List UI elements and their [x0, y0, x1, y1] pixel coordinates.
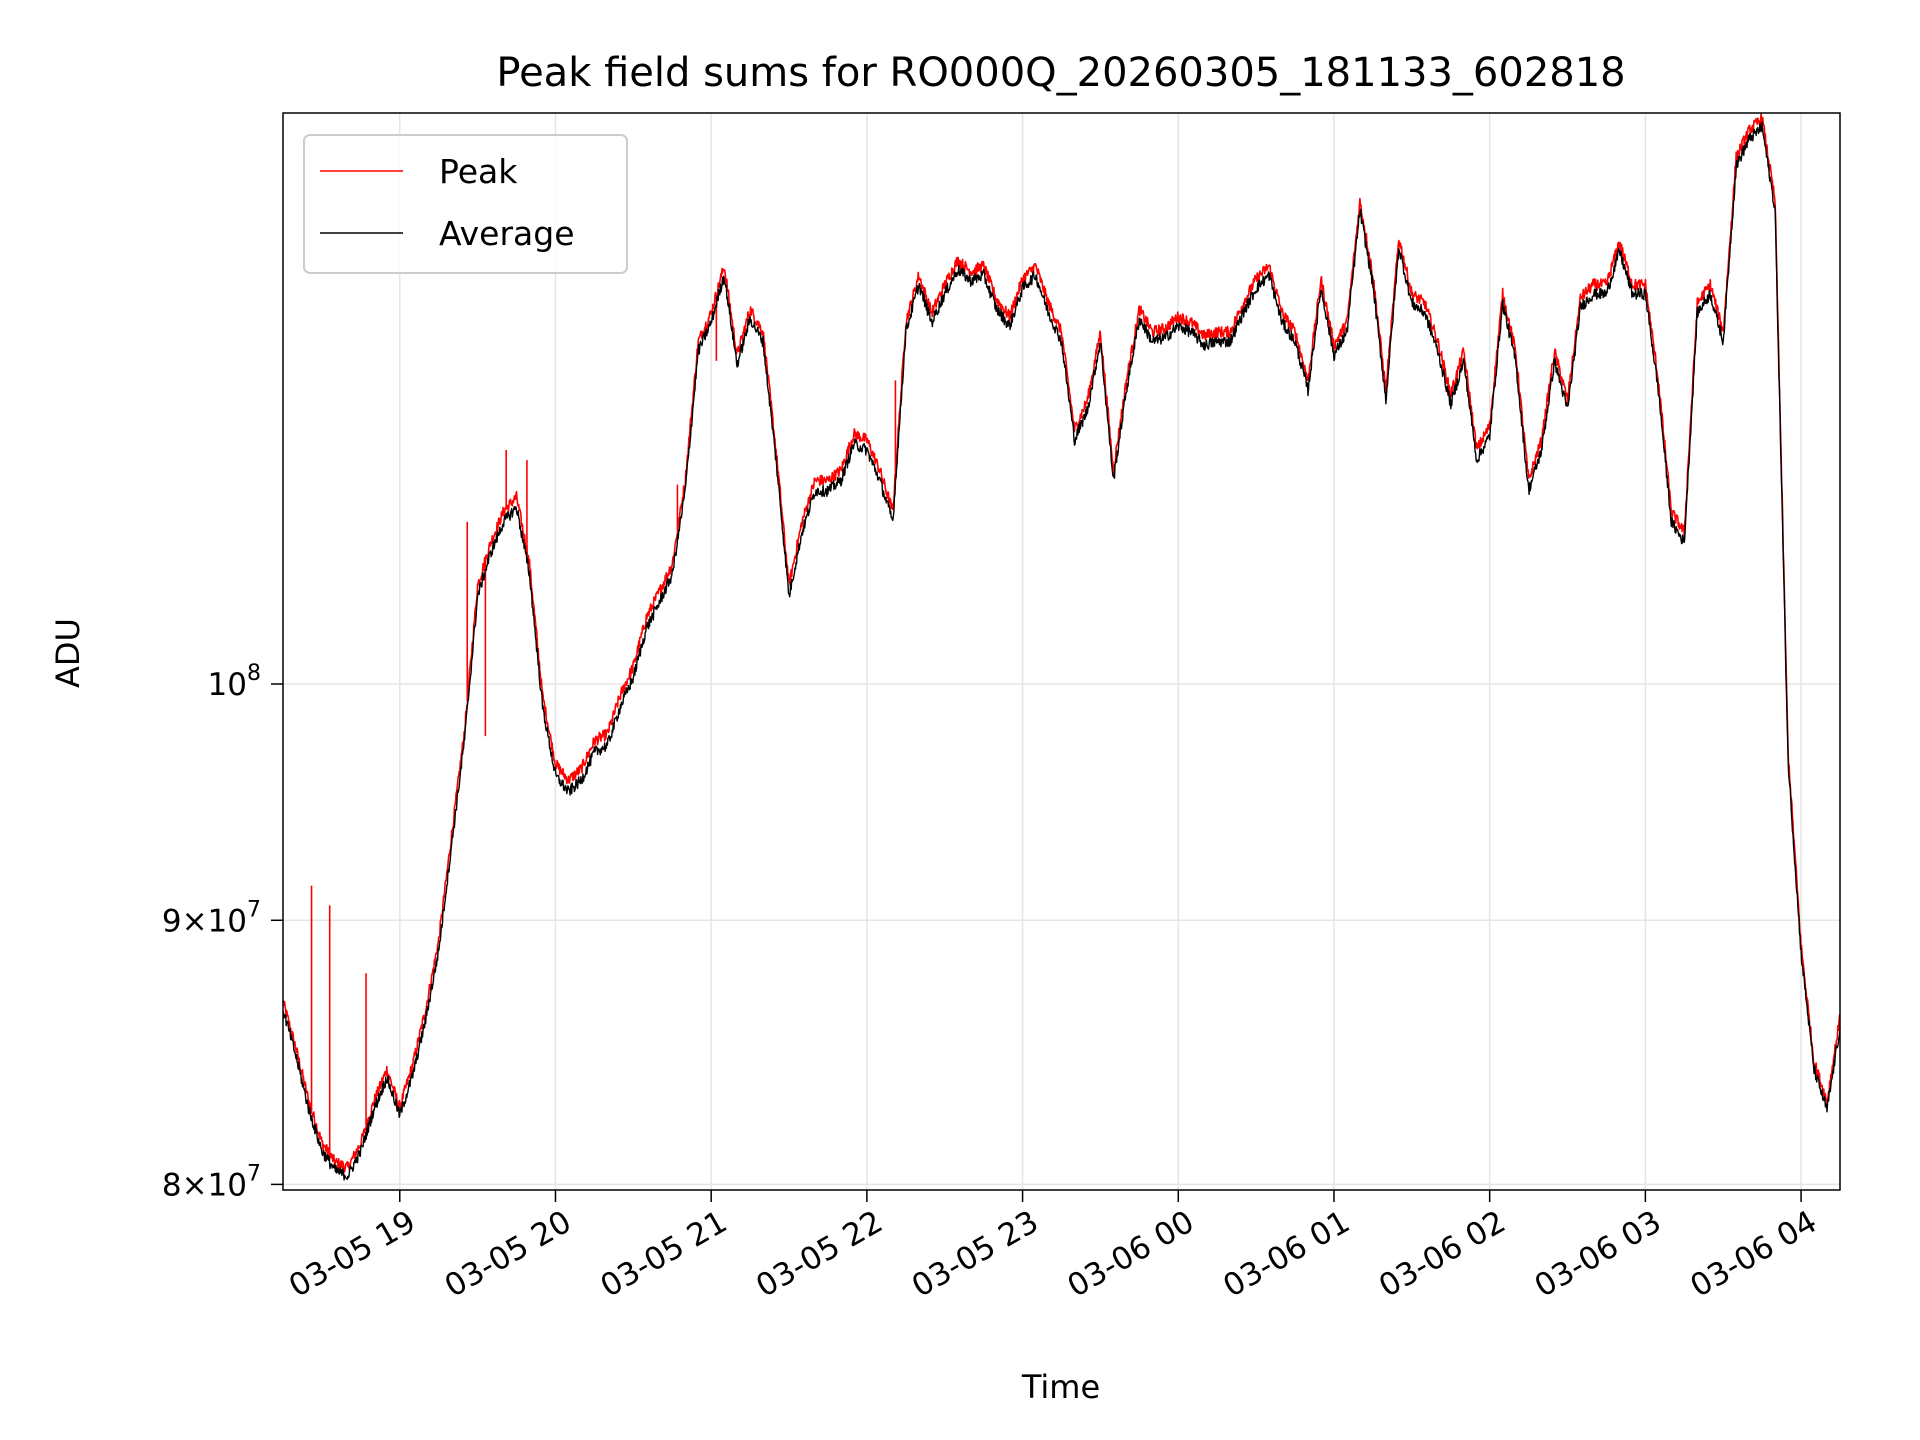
legend-box	[303, 134, 628, 274]
y-tick-base: 10	[208, 667, 247, 703]
y-tick-label: 8×107	[162, 1161, 261, 1203]
y-tick-label: 9×107	[162, 897, 261, 939]
y-tick-times: ×	[182, 1167, 208, 1203]
y-tick-base: 10	[208, 903, 247, 939]
y-tick-mantissa: 9	[162, 903, 182, 939]
y-axis-label: ADU	[49, 618, 87, 688]
y-tick-mantissa: 8	[162, 1167, 182, 1203]
series-layer	[282, 113, 1841, 1181]
legend-average-label: Average	[439, 214, 575, 253]
y-tick-times: ×	[182, 903, 208, 939]
y-tick-exponent: 7	[247, 897, 261, 922]
series-peak-line	[282, 113, 1841, 1173]
y-tick-exponent: 8	[247, 661, 261, 686]
y-tick-exponent: 7	[247, 1161, 261, 1186]
plot-frame	[282, 112, 1841, 1191]
legend: Peak Average	[303, 134, 628, 274]
chart-title: Peak field sums for RO000Q_20260305_1811…	[496, 50, 1625, 96]
y-tick-label: 108	[208, 661, 261, 703]
series-average-line	[282, 121, 1841, 1181]
x-axis-label: Time	[1021, 1368, 1100, 1406]
y-tick-base: 10	[208, 1167, 247, 1203]
legend-peak-label: Peak	[439, 152, 518, 191]
